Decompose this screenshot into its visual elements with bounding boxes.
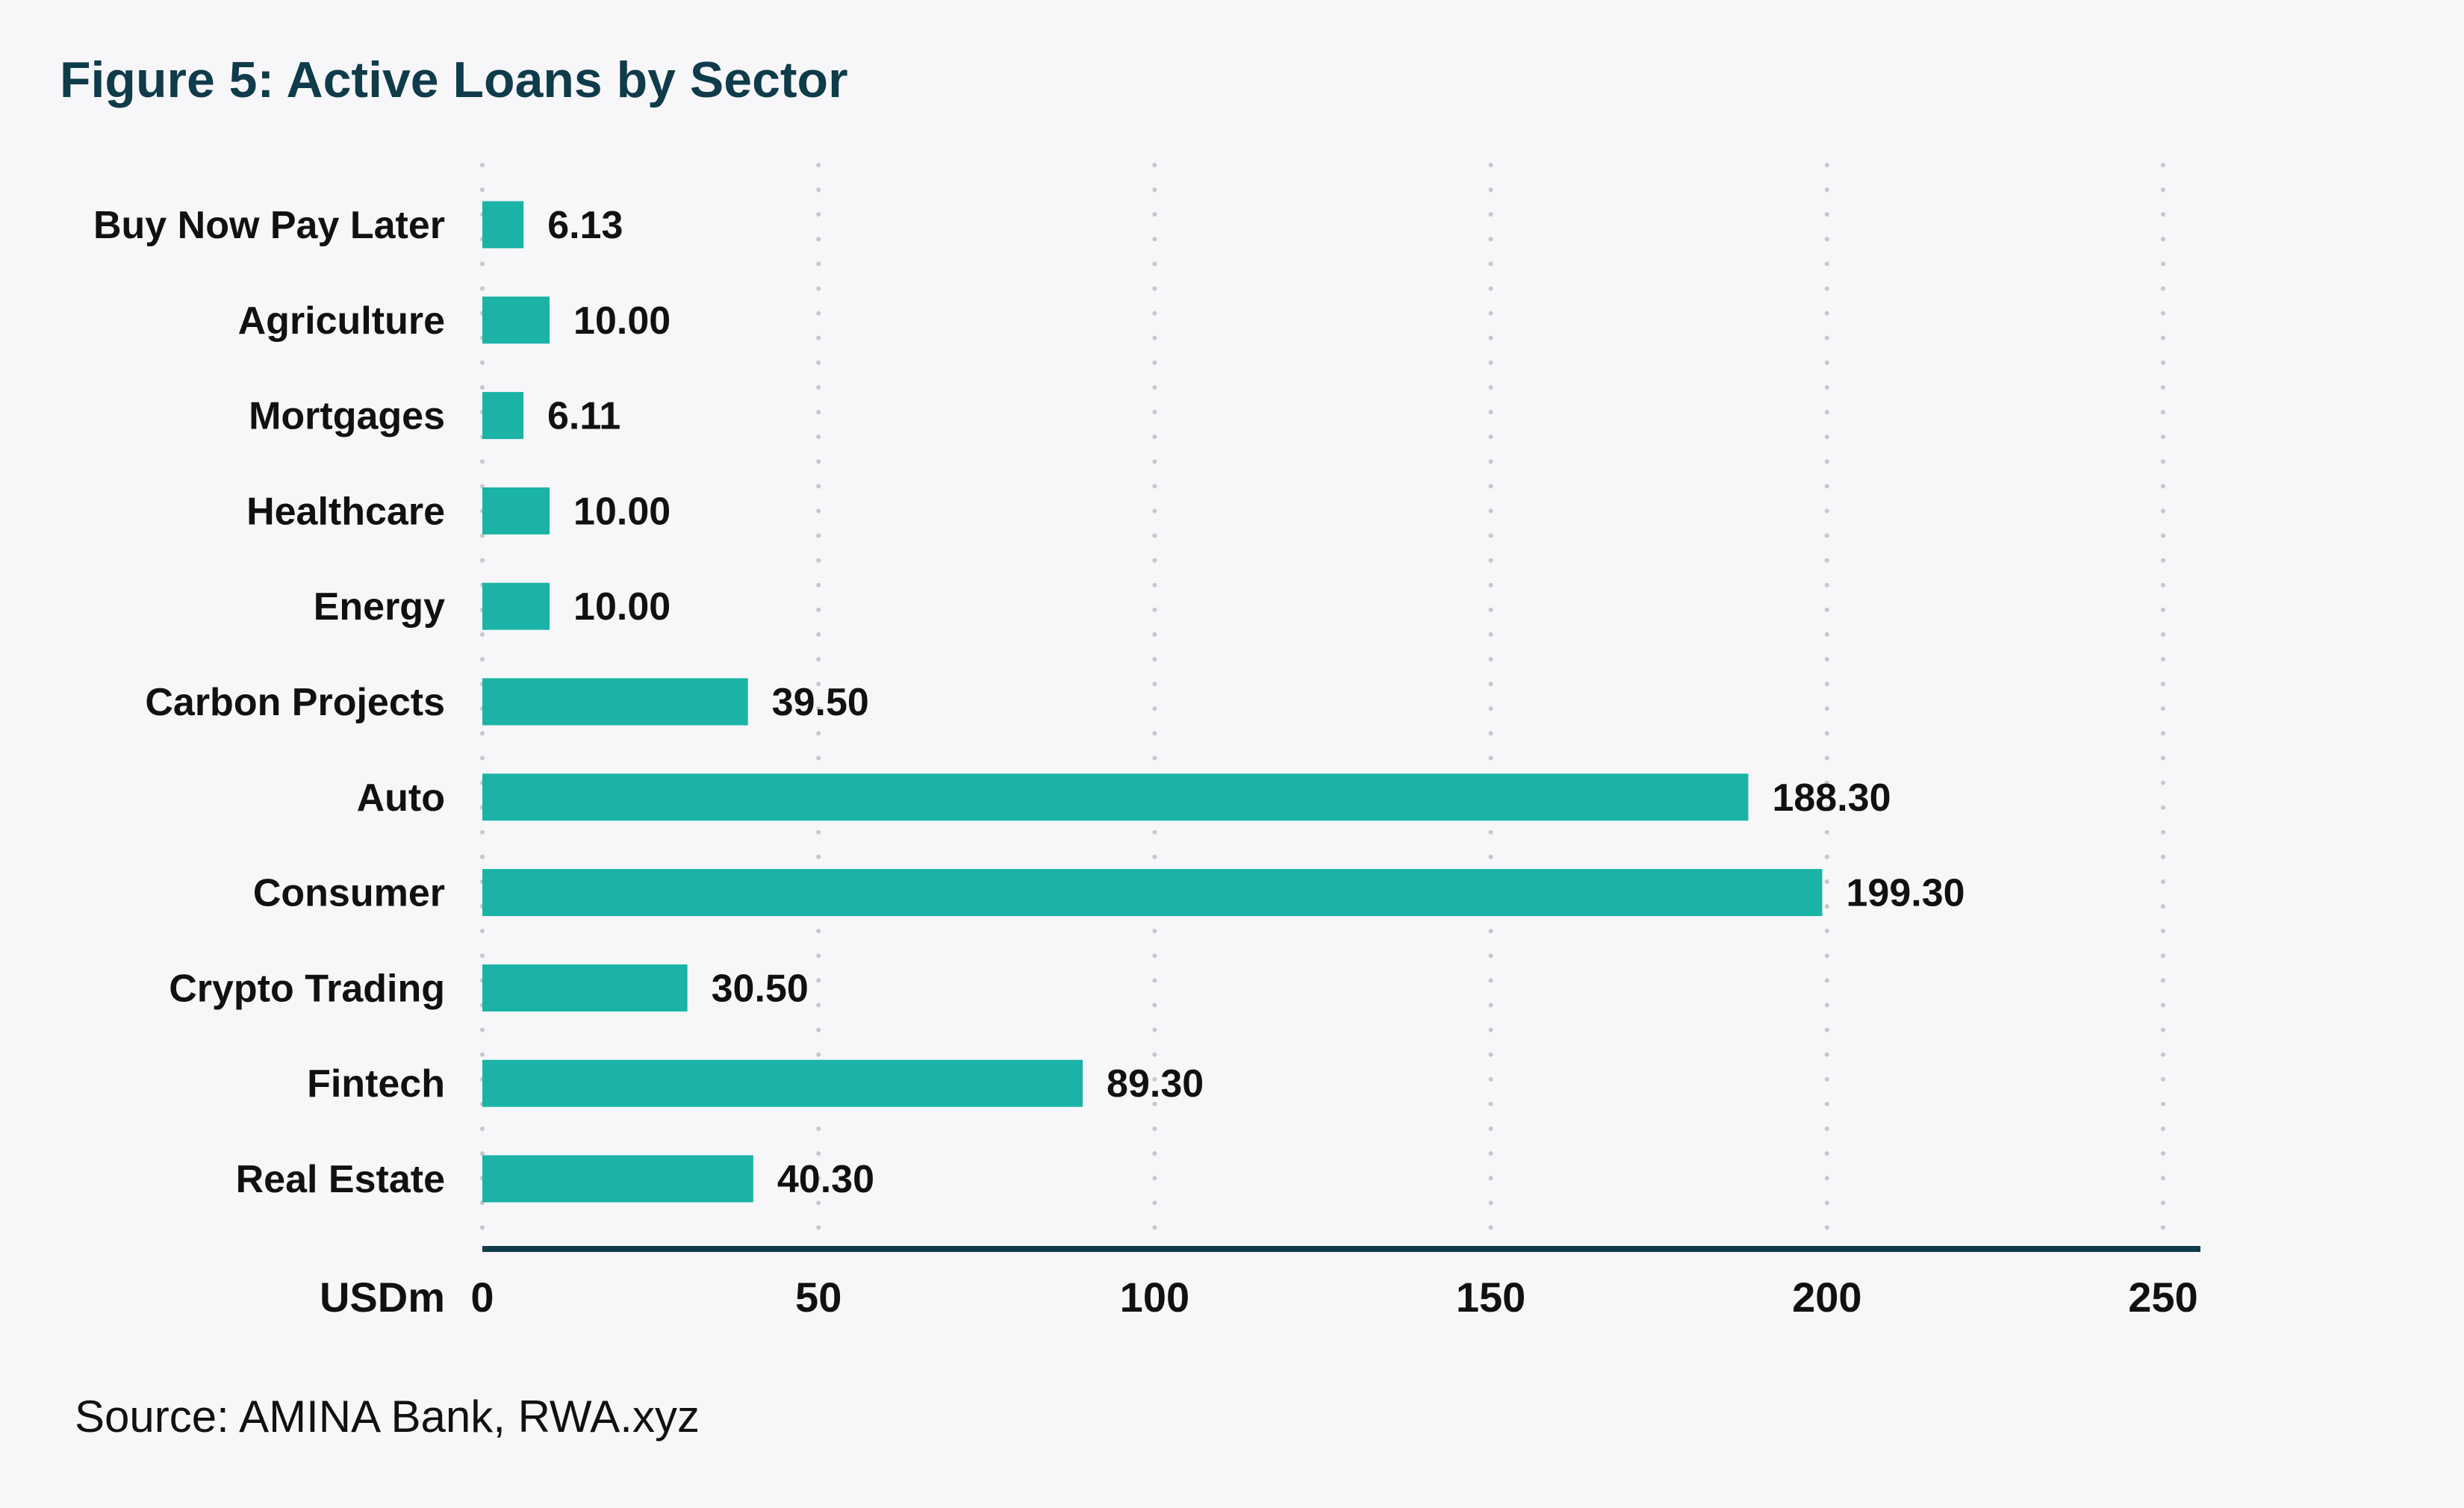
value-label: 6.13: [547, 204, 623, 247]
value-label: 10.00: [573, 490, 671, 533]
x-tick-label: 100: [1120, 1274, 1189, 1321]
value-label: 39.50: [772, 681, 869, 724]
source-note: Source: AMINA Bank, RWA.xyz: [75, 1392, 700, 1442]
category-labels: Buy Now Pay Later Agriculture Mortgages Hea…: [93, 204, 445, 1201]
category-label: Auto: [357, 776, 445, 820]
x-tick-label: 200: [1792, 1274, 1861, 1321]
value-label: 30.50: [712, 967, 809, 1010]
bar: [482, 964, 688, 1012]
category-label: Real Estate: [236, 1158, 445, 1201]
bar: [482, 201, 524, 249]
x-tick-label: 50: [795, 1274, 841, 1321]
value-labels: 6.13 10.00 6.11 10.00 10.00 39.50 188.30 199.30…: [547, 204, 1965, 1201]
bar: [482, 582, 550, 630]
x-tick-label: 150: [1456, 1274, 1525, 1321]
value-label: 10.00: [573, 585, 671, 629]
value-label: 6.11: [547, 395, 620, 438]
category-label: Crypto Trading: [169, 967, 445, 1010]
bar: [482, 392, 524, 440]
bar: [482, 773, 1749, 821]
value-label: 188.30: [1772, 776, 1891, 820]
value-label: 10.00: [573, 299, 671, 343]
x-axis-line: [482, 1246, 2200, 1252]
x-tick-labels: 0 50 100 150 200 250: [470, 1274, 2197, 1321]
bar: [482, 869, 1823, 917]
chart-title: Figure 5: Active Loans by Sector: [60, 52, 848, 108]
bar: [482, 487, 550, 535]
bar: [482, 1059, 1083, 1107]
bar: [482, 678, 748, 726]
category-label: Mortgages: [249, 395, 445, 438]
x-tick-label: 250: [2128, 1274, 2197, 1321]
bar: [482, 1155, 753, 1203]
value-label: 40.30: [777, 1158, 874, 1201]
category-label: Healthcare: [246, 490, 445, 533]
category-label: Energy: [314, 585, 445, 629]
value-label: 199.30: [1846, 872, 1964, 915]
bars: [482, 201, 1823, 1203]
x-tick-label: 0: [470, 1274, 494, 1321]
category-label: Agriculture: [238, 299, 445, 343]
bar: [482, 296, 550, 344]
category-label: Buy Now Pay Later: [93, 204, 445, 247]
category-label: Fintech: [307, 1062, 445, 1106]
category-label: Carbon Projects: [145, 681, 445, 724]
category-label: Consumer: [253, 872, 445, 915]
x-axis-unit-label: USDm: [320, 1274, 445, 1321]
value-label: 89.30: [1107, 1062, 1204, 1106]
